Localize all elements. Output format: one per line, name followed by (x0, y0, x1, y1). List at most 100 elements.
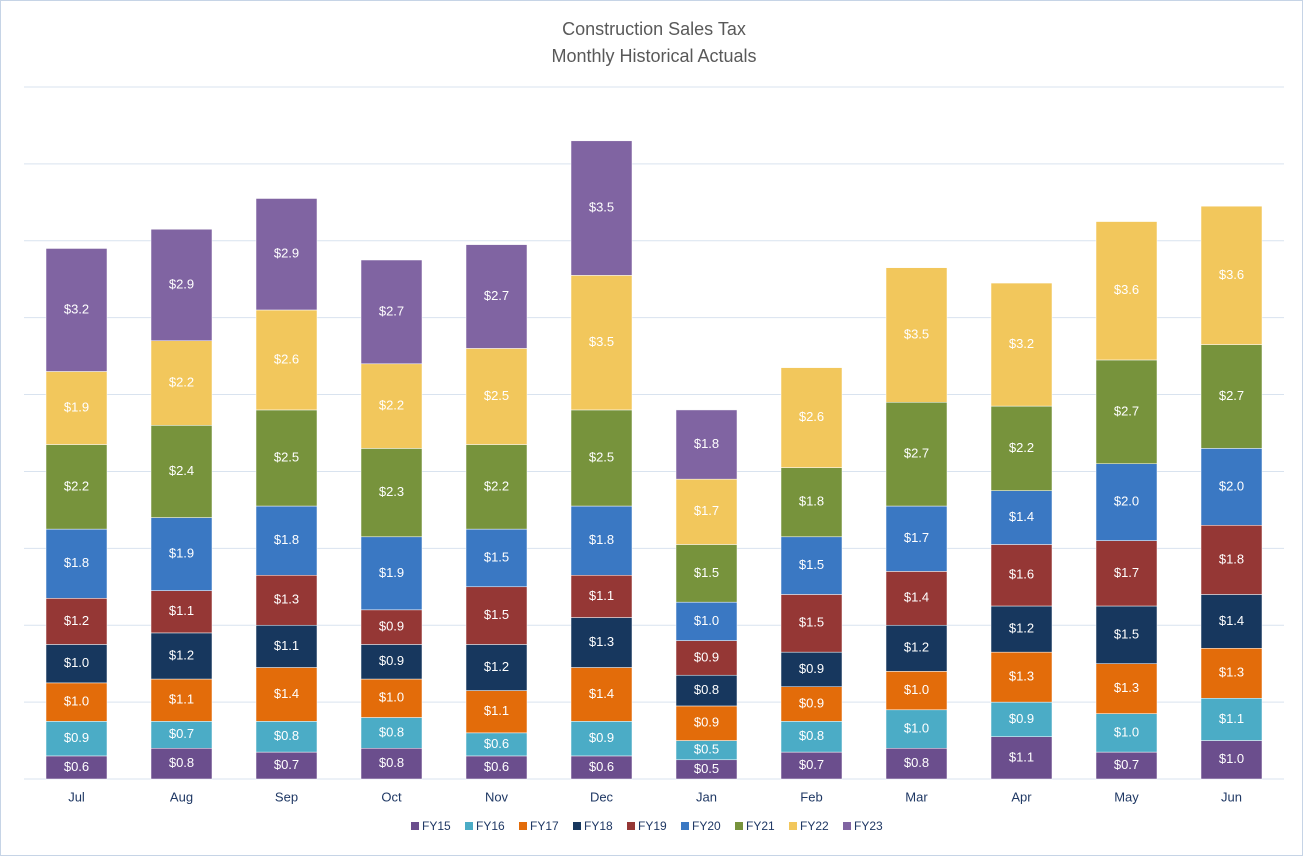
data-label: $2.0 (1114, 494, 1139, 509)
data-label: $2.5 (274, 449, 299, 464)
legend-label: FY18 (584, 819, 613, 833)
bar-segment (885, 401, 948, 507)
bar-segment (150, 590, 213, 634)
bar-segment (780, 751, 843, 780)
bar-segment (150, 340, 213, 426)
data-label: $1.2 (1009, 621, 1034, 636)
bar-segment (360, 717, 423, 749)
bar-segment (45, 444, 108, 530)
data-label: $1.8 (694, 436, 719, 451)
bar-segment (990, 701, 1053, 737)
bar-segment (255, 574, 318, 626)
legend-swatch (573, 822, 581, 830)
data-label: $2.3 (379, 484, 404, 499)
bar-segment (465, 244, 528, 349)
data-label: $3.2 (64, 301, 89, 316)
bar-segment (360, 678, 423, 718)
bar-segment (360, 536, 423, 611)
data-label: $1.5 (484, 549, 509, 564)
bar-segment (150, 517, 213, 591)
bar-segment (1200, 448, 1263, 526)
data-label: $0.6 (64, 759, 89, 774)
bar-segment (780, 594, 843, 653)
bar-segment (1095, 540, 1158, 607)
bar-segment (465, 444, 528, 530)
data-label: $1.2 (484, 659, 509, 674)
data-label: $1.9 (379, 565, 404, 580)
bar-segment (465, 528, 528, 588)
data-label: $0.8 (799, 728, 824, 743)
data-label: $2.5 (484, 388, 509, 403)
data-label: $2.4 (169, 463, 194, 478)
data-label: $0.9 (799, 695, 824, 710)
data-label: $0.9 (589, 730, 614, 745)
bar-segment (1095, 713, 1158, 753)
bar-segment (570, 721, 633, 757)
data-label: $1.2 (169, 647, 194, 662)
bar-segment (1200, 344, 1263, 449)
bar-segment (675, 640, 738, 676)
bar-segment (570, 617, 633, 668)
bar-segment (885, 505, 948, 572)
data-label: $1.1 (484, 703, 509, 718)
bar-segment (885, 571, 948, 626)
bar-segment (675, 478, 738, 545)
data-label: $0.7 (799, 757, 824, 772)
data-label: $1.7 (1114, 565, 1139, 580)
legend-swatch (681, 822, 689, 830)
bar-segment (255, 624, 318, 668)
bar-segment (360, 609, 423, 645)
x-tick-label: Jan (696, 789, 717, 804)
bar-segment (45, 682, 108, 722)
x-tick-label: Jul (68, 789, 85, 804)
bar-segment (990, 544, 1053, 607)
data-label: $2.5 (589, 449, 614, 464)
data-label: $1.5 (799, 557, 824, 572)
data-label: $1.8 (589, 532, 614, 547)
data-label: $1.6 (1009, 567, 1034, 582)
legend-label: FY21 (746, 819, 775, 833)
data-label: $0.5 (694, 742, 719, 757)
data-label: $0.6 (484, 759, 509, 774)
legend-label: FY20 (692, 819, 721, 833)
bar-segment (570, 505, 633, 576)
bar-segment (885, 624, 948, 672)
legend-swatch (465, 822, 473, 830)
x-tick-label: Mar (905, 789, 928, 804)
data-label: $1.8 (799, 494, 824, 509)
bar-segment (255, 505, 318, 576)
bar-segment (255, 409, 318, 507)
bar-segment (360, 448, 423, 538)
bar-segment (1095, 463, 1158, 541)
data-label: $1.0 (1219, 751, 1244, 766)
bar-segment (885, 671, 948, 711)
bar-segment (45, 598, 108, 645)
bar-segment (675, 705, 738, 741)
bar-segment (1095, 751, 1158, 780)
data-label: $2.2 (1009, 440, 1034, 455)
data-label: $3.6 (1219, 267, 1244, 282)
data-label: $3.5 (589, 334, 614, 349)
data-label: $2.7 (379, 303, 404, 318)
data-label: $2.9 (274, 246, 299, 261)
bar-segment (255, 198, 318, 311)
data-label: $2.7 (484, 288, 509, 303)
data-label: $1.0 (694, 613, 719, 628)
data-label: $1.0 (904, 720, 929, 735)
bar-segment (570, 667, 633, 722)
bar-segment (150, 747, 213, 780)
data-label: $0.9 (694, 715, 719, 730)
data-label: $1.1 (274, 638, 299, 653)
data-label: $1.4 (589, 686, 614, 701)
bar-segment (465, 690, 528, 734)
bar-segment (780, 467, 843, 538)
bar-segment (465, 644, 528, 691)
x-tick-label: May (1114, 789, 1139, 804)
x-tick-label: Dec (590, 789, 614, 804)
data-label: $1.8 (274, 532, 299, 547)
bar-segment (45, 528, 108, 599)
bar-segment (990, 282, 1053, 407)
data-label: $0.8 (274, 728, 299, 743)
legend-label: FY17 (530, 819, 559, 833)
data-label: $2.0 (1219, 478, 1244, 493)
